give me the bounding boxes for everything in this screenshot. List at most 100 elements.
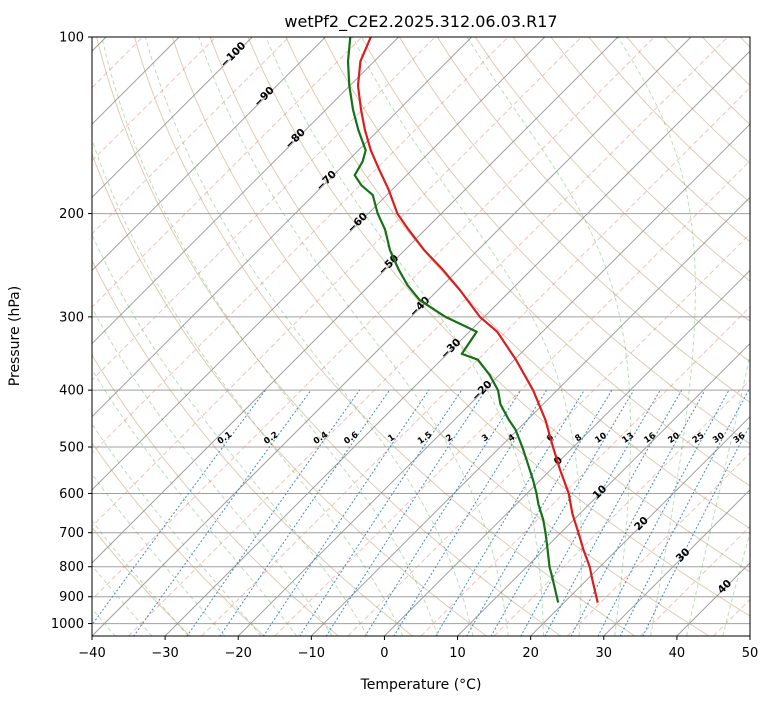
mixing-ratio-label: 1.5 xyxy=(416,430,434,447)
mixing-ratio-label: 16 xyxy=(642,431,657,446)
mixing-ratio-line xyxy=(300,390,462,636)
pressure-gridlines xyxy=(92,37,750,624)
mixing-ratio-label: 13 xyxy=(620,431,635,446)
moist-adiabat-line xyxy=(0,37,225,636)
x-tick-label: 50 xyxy=(742,646,759,661)
x-tick-label: 0 xyxy=(380,646,388,661)
dry-adiabat-line xyxy=(627,37,775,636)
x-axis-label: Temperature (°C) xyxy=(360,677,482,693)
moist-adiabat-line xyxy=(0,37,188,636)
y-tick-label: 100 xyxy=(59,31,84,46)
dewpoint-curve xyxy=(348,37,558,603)
mixing-ratio-line xyxy=(365,390,521,636)
y-tick-label: 800 xyxy=(59,560,84,575)
isotherm-line xyxy=(604,37,775,636)
x-tick-label: −20 xyxy=(225,646,252,661)
isotherm-label: −20 xyxy=(470,378,495,403)
y-tick-label: 300 xyxy=(59,310,84,325)
isotherm-label: 10 xyxy=(591,483,610,502)
isotherm-line xyxy=(0,37,179,636)
mixing-ratio-line xyxy=(598,390,729,636)
x-tick-label: 10 xyxy=(449,646,466,661)
isotherm-label: −70 xyxy=(314,168,339,193)
minor-isotherm-line xyxy=(0,37,435,636)
dry-adiabat-line xyxy=(475,37,775,636)
y-tick-label: 400 xyxy=(59,384,84,399)
mixing-ratio-label: 0.2 xyxy=(262,430,280,447)
moist-adiabat-line xyxy=(34,37,368,636)
isotherm-label: −30 xyxy=(438,336,463,361)
dry-adiabat-line xyxy=(362,37,775,636)
minor-isotherm-line xyxy=(55,37,654,636)
dry-adiabat-line xyxy=(210,37,775,636)
minor-isotherm-line xyxy=(640,37,775,636)
isotherm-line xyxy=(92,37,691,636)
mixing-ratio-line xyxy=(187,390,360,636)
isotherm-line xyxy=(677,37,775,636)
isotherm-lines xyxy=(0,37,775,636)
isotherm-line xyxy=(750,37,775,636)
moist-adiabat-line xyxy=(687,37,775,636)
minor-isotherm-line xyxy=(129,37,728,636)
profile-curves xyxy=(348,37,598,603)
minor-isotherm-line xyxy=(494,37,775,636)
x-tick-label: −30 xyxy=(151,646,178,661)
isotherm-line xyxy=(531,37,775,636)
mixing-ratio-line xyxy=(326,390,485,636)
isotherm-line xyxy=(19,37,618,636)
dry-adiabat-line xyxy=(134,37,635,636)
minor-isotherm-lines xyxy=(0,37,775,636)
y-tick-label: 600 xyxy=(59,487,84,502)
isotherm-line xyxy=(165,37,764,636)
moist-adiabat-line xyxy=(723,37,775,636)
mixing-ratio-label: 20 xyxy=(666,431,681,446)
mixing-ratio-line xyxy=(134,390,311,636)
isotherm-label: 30 xyxy=(674,546,693,565)
dry-adiabat-line xyxy=(21,37,413,636)
minor-isotherm-line xyxy=(275,37,775,636)
temperature-curve xyxy=(358,37,598,603)
mixing-ratio-label: 30 xyxy=(711,431,726,446)
x-tick-label: −10 xyxy=(298,646,325,661)
isotherm-label: −90 xyxy=(252,84,277,109)
dry-adiabat-line xyxy=(437,37,775,636)
moist-adiabat-line xyxy=(6,37,332,636)
chart-layers: −100−90−80−70−60−50−40−30−200102030400.1… xyxy=(0,31,775,662)
mixing-ratio-line xyxy=(394,390,547,636)
x-tick-label: 20 xyxy=(522,646,539,661)
chart-title: wetPf2_C2E2.2025.312.06.03.R17 xyxy=(284,12,557,32)
y-tick-label: 200 xyxy=(59,207,84,222)
dry-adiabat-line xyxy=(172,37,709,636)
dry-adiabat-line xyxy=(665,37,775,636)
mixing-ratio-line xyxy=(220,390,390,636)
moist-adiabat-line xyxy=(0,37,261,636)
dry-adiabat-line xyxy=(0,37,190,636)
dry-adiabat-line xyxy=(740,37,775,636)
dry-adiabat-line xyxy=(0,37,338,636)
mixing-ratio-label: 0.6 xyxy=(342,430,360,447)
x-tick-label: 40 xyxy=(669,646,686,661)
moist-adiabat-line xyxy=(65,37,403,636)
dry-adiabat-line xyxy=(702,37,775,636)
minor-isotherm-line xyxy=(567,37,775,636)
mixing-ratio-label: 0.1 xyxy=(216,430,234,447)
isotherm-label: 20 xyxy=(632,514,651,533)
moist-adiabat-line xyxy=(102,37,438,636)
dry-adiabat-line xyxy=(286,37,775,636)
dry-adiabat-line xyxy=(248,37,775,636)
isotherm-label: −60 xyxy=(345,210,370,235)
dry-adiabat-lines xyxy=(0,37,775,636)
mixing-ratio-label: 25 xyxy=(691,431,706,446)
moist-adiabat-line xyxy=(759,37,775,636)
dry-adiabat-line xyxy=(0,37,264,636)
isotherm-label: −100 xyxy=(218,40,248,70)
moist-adiabat-lines xyxy=(0,37,775,636)
x-tick-label: 30 xyxy=(596,646,613,661)
y-tick-label: 900 xyxy=(59,590,84,605)
minor-isotherm-line xyxy=(713,37,775,636)
minor-isotherm-line xyxy=(0,37,581,636)
minor-isotherm-line xyxy=(0,37,508,636)
mixing-ratio-label: 10 xyxy=(593,431,608,446)
